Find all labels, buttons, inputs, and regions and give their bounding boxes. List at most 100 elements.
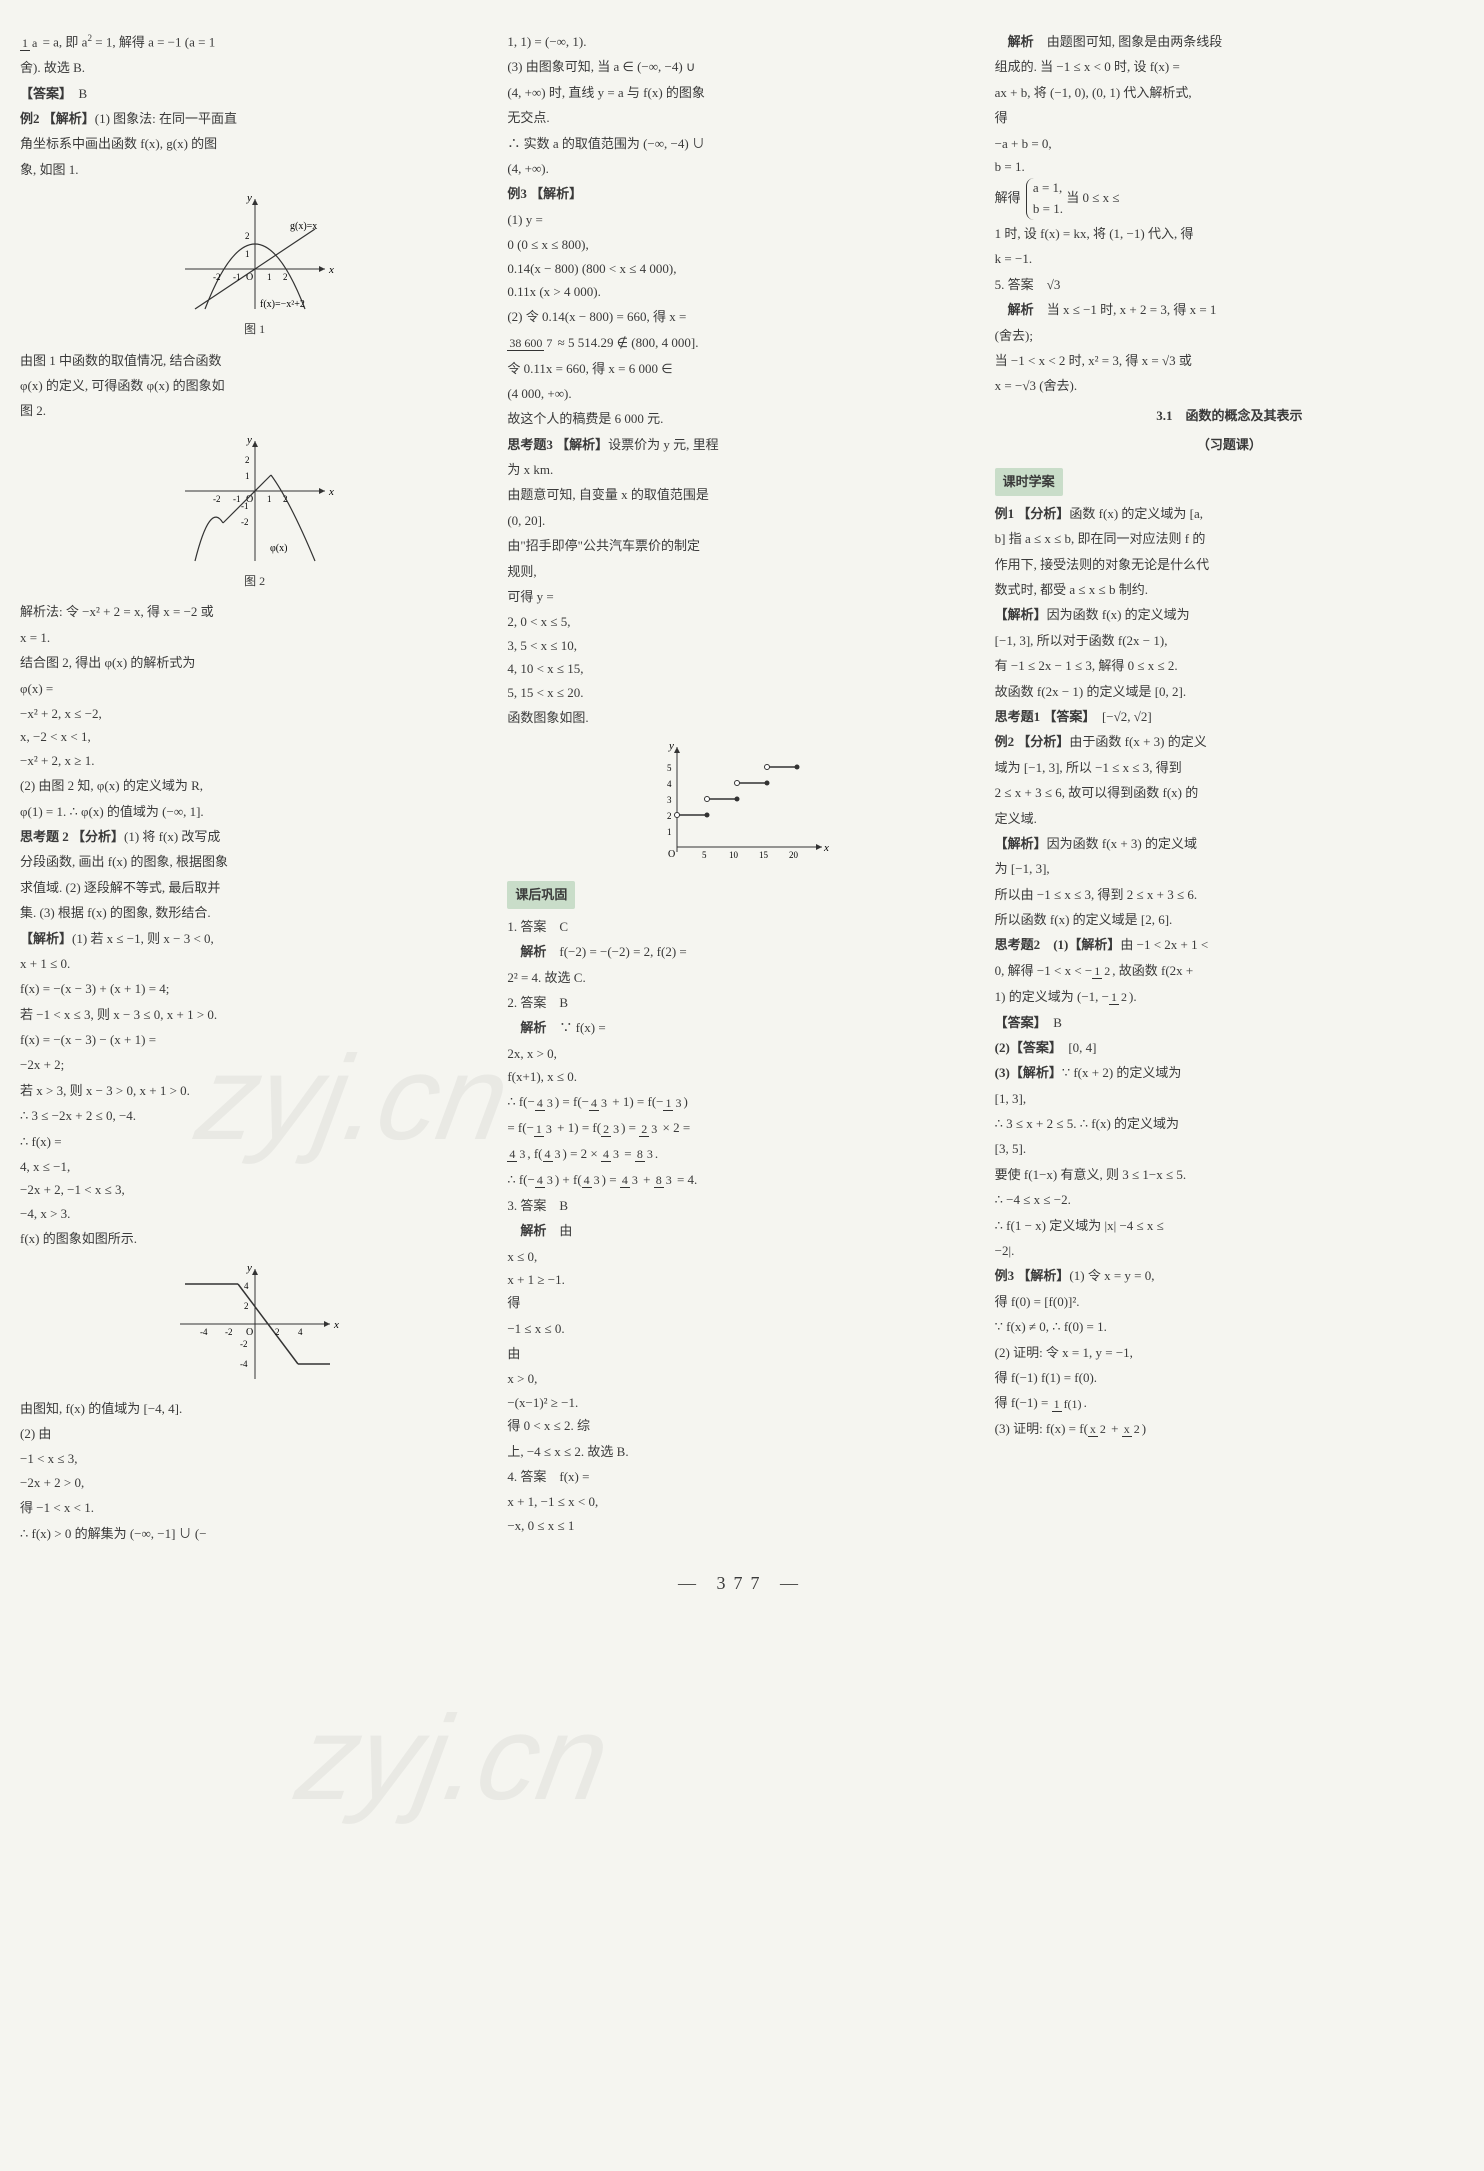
text: 所以由 −1 ≤ x ≤ 3, 得到 2 ≤ x + 3 ≤ 6. [995,883,1464,906]
text: 象, 如图 1. [20,158,489,181]
text: 故函数 f(2x − 1) 的定义域是 [0, 2]. [995,680,1464,703]
text: 分段函数, 画出 f(x) 的图象, 根据图象 [20,850,489,873]
text: 结合图 2, 得出 φ(x) 的解析式为 [20,651,489,674]
text: 有 −1 ≤ 2x − 1 ≤ 3, 解得 0 ≤ x ≤ 2. [995,654,1464,677]
text: (2) 证明: 令 x = 1, y = −1, [995,1341,1464,1364]
text: (2) 令 0.14(x − 800) = 660, 得 x = [507,305,976,328]
text: 求值域. (2) 逐段解不等式, 最后取并 [20,876,489,899]
svg-text:10: 10 [729,850,739,860]
text: −2x + 2; [20,1053,489,1076]
text: 解析法: 令 −x² + 2 = x, 得 x = −2 或 [20,600,489,623]
svg-text:4: 4 [298,1327,303,1337]
text: 由图知, f(x) 的值域为 [−4, 4]. [20,1397,489,1420]
figure-caption: 图 2 [20,571,489,593]
text: φ(1) = 1. ∴ φ(x) 的值域为 (−∞, 1]. [20,800,489,823]
text: 由题意可知, 自变量 x 的取值范围是 [507,483,976,506]
text: ax + b, 将 (−1, 0), (0, 1) 代入解析式, [995,81,1464,104]
svg-text:y: y [668,740,674,752]
text: 例2 【解析】(1) 图象法: 在同一平面直 [20,107,489,130]
section-title: 3.1 函数的概念及其表示 [995,404,1464,427]
figure-2: x y O φ(x) -2 -1 1 2 1 2 -1 -2 图 2 [20,431,489,593]
svg-text:-2: -2 [213,272,221,282]
text: (3) 证明: f(x) = f(x2 + x2) [995,1417,1464,1441]
svg-text:5: 5 [667,763,672,773]
svg-text:5: 5 [702,850,707,860]
answer: 3. 答案 B [507,1194,976,1217]
text: 域为 [−1, 3], 所以 −1 ≤ x ≤ 3, 得到 [995,756,1464,779]
svg-text:-1: -1 [233,272,241,282]
text: 思考题2 (1)【解析】由 −1 < 2x + 1 < [995,933,1464,956]
text: 由"招手即停"公共汽车票价的制定 [507,534,976,557]
text: f(x) = −(x − 3) − (x + 1) = [20,1028,489,1051]
text: 上, −4 ≤ x ≤ 2. 故选 B. [507,1440,976,1463]
svg-text:1: 1 [667,827,672,837]
svg-text:2: 2 [245,231,250,241]
svg-text:x: x [823,842,829,854]
svg-text:O: O [668,849,675,860]
figure-1: x y O g(x)=x f(x)=−x²+2 -2 -1 1 2 1 2 图 … [20,189,489,341]
text: 当 −1 < x < 2 时, x² = 3, 得 x = √3 或 [995,349,1464,372]
page-number: — 377 — [20,1567,1464,1599]
piecewise: 得 [995,106,1464,129]
text: 规则, [507,560,976,583]
svg-text:2: 2 [245,455,250,465]
svg-text:2: 2 [283,494,288,504]
svg-text:y: y [246,1262,252,1274]
piecewise: φ(x) = [20,677,489,700]
piecewise: (1) y = [507,208,976,231]
text: ∴ f(−43) + f(43) = 43 + 83 = 4. [507,1168,976,1192]
text: x = −√3 (舍去). [995,374,1464,397]
text: ∴ f(1 − x) 定义域为 |x| −4 ≤ x ≤ [995,1214,1464,1237]
text: 解析 当 x ≤ −1 时, x + 2 = 3, 得 x = 1 [995,298,1464,321]
text: 数式时, 都受 a ≤ x ≤ b 制约. [995,578,1464,601]
svg-text:y: y [246,192,252,204]
piecewise: (2) 由 [20,1422,489,1445]
svg-text:-2: -2 [213,494,221,504]
text: 2 ≤ x + 3 ≤ 6, 故可以得到函数 f(x) 的 [995,781,1464,804]
figure-caption: 图 1 [20,319,489,341]
text: ∴ 3 ≤ −2x + 2 ≤ 0, −4. [20,1104,489,1127]
piecewise: 可得 y = [507,585,976,608]
text: 得 f(−1) f(1) = f(0). [995,1366,1464,1389]
text: 【答案】 B [995,1011,1464,1034]
text: 【解析】因为函数 f(x) 的定义域为 [995,603,1464,626]
text: 若 −1 < x ≤ 3, 则 x − 3 ≤ 0, x + 1 > 0. [20,1003,489,1026]
svg-text:-1: -1 [233,494,241,504]
text: 为 x km. [507,458,976,481]
text: 定义域. [995,807,1464,830]
svg-text:x: x [333,1319,339,1331]
text: (舍去); [995,324,1464,347]
text: 例3 【解析】 [507,182,976,205]
svg-text:φ(x): φ(x) [270,543,287,554]
text: 得 f(0) = [f(0)]². [995,1290,1464,1313]
svg-text:y: y [246,434,252,446]
text: x = 1. [20,626,489,649]
svg-text:2: 2 [667,811,672,821]
text: 例2 【分析】由于函数 f(x + 3) 的定义 [995,730,1464,753]
text: 图 2. [20,399,489,422]
text: 要使 f(1−x) 有意义, 则 3 ≤ 1−x ≤ 5. [995,1163,1464,1186]
svg-text:1: 1 [245,471,250,481]
svg-text:20: 20 [789,850,799,860]
svg-text:f(x)=−x²+2: f(x)=−x²+2 [260,299,305,310]
text: 作用下, 接受法则的对象无论是什么代 [995,553,1464,576]
column-3: 解析 由题图可知, 图象是由两条线段 组成的. 当 −1 ≤ x < 0 时, … [995,30,1464,1547]
text: ∵ f(x) ≠ 0, ∴ f(0) = 1. [995,1315,1464,1338]
text: (3) 由图象可知, 当 a ∈ (−∞, −4) ∪ [507,55,976,78]
piecewise: 解析 由 [507,1219,976,1242]
page-content: 1a = a, 即 a2 = 1, 解得 a = −1 (a = 1 舍). 故… [20,30,1464,1547]
svg-text:2: 2 [283,272,288,282]
text: 1) 的定义域为 (−1, −12). [995,985,1464,1009]
text: 【解析】因为函数 f(x + 3) 的定义域 [995,832,1464,855]
text: (0, 20]. [507,509,976,532]
text: 思考题 2 【分析】(1) 将 f(x) 改写成 [20,825,489,848]
text: (4, +∞). [507,157,976,180]
text: −2|. [995,1239,1464,1262]
text: ∴ f(−43) = f(−43 + 1) = f(−13) [507,1090,976,1114]
figure-step: x y O 1 2 3 4 5 5 10 15 20 [507,737,976,867]
text: ∴ −4 ≤ x ≤ −2. [995,1188,1464,1211]
svg-text:15: 15 [759,850,769,860]
text: 1 时, 设 f(x) = kx, 将 (1, −1) 代入, 得 [995,222,1464,245]
svg-text:1: 1 [267,272,272,282]
text: 解析 由题图可知, 图象是由两条线段 [995,30,1464,53]
